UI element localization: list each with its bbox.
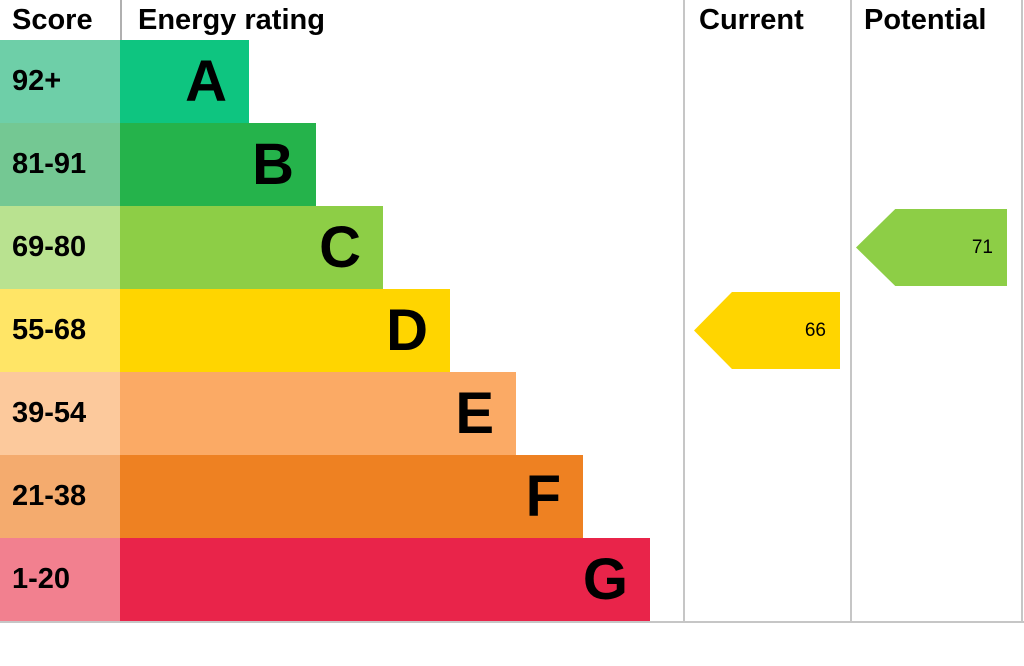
band-letter: D [386,297,428,363]
band-row: 39-54 E [0,372,683,455]
band-bar: C [120,206,383,289]
band-score-label: 81-91 [0,123,120,206]
band-bar: A [120,40,249,123]
potential-column-divider [850,0,852,622]
band-letter: E [455,380,494,446]
band-score-label: 1-20 [0,538,120,621]
band-bar: E [120,372,516,455]
band-score-label: 69-80 [0,206,120,289]
band-row: 69-80 C [0,206,683,289]
current-rating-arrow: 66 [694,292,840,369]
potential-rating-arrow: 71 [856,209,1007,286]
band-letter: G [582,546,628,612]
header-energy-rating: Energy rating [120,0,683,40]
band-row: 55-68 D [0,289,683,372]
rating-bands: 92+ A 81-91 B 69-80 C 55-68 D 39-54 E 21… [0,40,683,621]
band-letter: A [185,48,227,114]
current-rating-value: 66 [804,319,826,341]
header-row: Score Energy rating Current Potential [0,0,1024,40]
band-row: 21-38 F [0,455,683,538]
band-letter: B [252,131,294,197]
potential-rating-value: 71 [971,236,993,258]
header-current: Current [699,3,804,36]
band-row: 1-20 G [0,538,683,621]
band-score-label: 21-38 [0,455,120,538]
band-letter: F [525,463,561,529]
band-letter: C [319,214,361,280]
band-score-label: 39-54 [0,372,120,455]
chart-right-border [1021,0,1023,622]
band-score-label: 92+ [0,40,120,123]
band-bar: G [120,538,650,621]
band-score-label: 55-68 [0,289,120,372]
band-row: 92+ A [0,40,683,123]
band-bar: D [120,289,450,372]
band-bar: F [120,455,583,538]
chart-bottom-border [0,621,1024,623]
band-row: 81-91 B [0,123,683,206]
header-potential: Potential [864,3,987,36]
current-column-divider [683,0,685,622]
band-bar: B [120,123,316,206]
header-score: Score [12,3,93,36]
